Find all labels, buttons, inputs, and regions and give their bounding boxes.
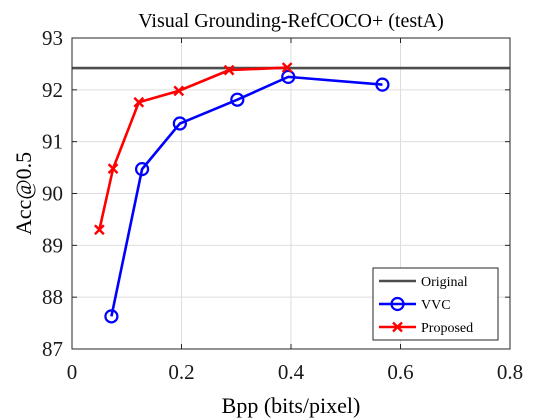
x-tick-label: 0.2 bbox=[168, 360, 194, 384]
series-proposed-point bbox=[173, 85, 185, 97]
series-vvc-point bbox=[230, 92, 245, 107]
y-tick-label: 87 bbox=[42, 337, 63, 361]
series-vvc-line bbox=[110, 75, 383, 317]
series-vvc-point bbox=[281, 69, 296, 84]
series-vvc-point bbox=[104, 309, 119, 324]
chart-title: Visual Grounding-RefCOCO+ (testA) bbox=[138, 10, 444, 32]
series-vvc-point bbox=[375, 77, 390, 92]
series-proposed-point-stroke bbox=[107, 163, 119, 174]
legend-proposed-marker bbox=[392, 321, 403, 333]
series-proposed-point bbox=[107, 163, 119, 174]
series-proposed-point bbox=[94, 224, 105, 236]
tick-labels: 0 0.2 0.4 0.6 0.8 87 88 89 90 91 92 93 bbox=[42, 26, 523, 384]
y-tick-label: 89 bbox=[42, 233, 63, 257]
series-proposed-point-stroke bbox=[133, 96, 145, 108]
series-proposed-point-stroke bbox=[281, 62, 293, 73]
y-tick-label: 91 bbox=[42, 130, 63, 154]
y-tick-label: 88 bbox=[42, 285, 63, 309]
x-tick-label: 0.8 bbox=[497, 360, 523, 384]
x-tick-label: 0.6 bbox=[387, 360, 413, 384]
series-proposed-point-stroke bbox=[173, 85, 185, 97]
legend-proposed-label: Proposed bbox=[421, 321, 473, 336]
y-tick-label: 92 bbox=[42, 78, 63, 102]
legend-original-label: Original bbox=[421, 275, 468, 290]
legend-proposed-marker-stroke bbox=[392, 321, 403, 333]
legend-vvc-marker bbox=[390, 296, 405, 312]
y-axis-label: Acc@0.5 bbox=[11, 152, 36, 235]
series-proposed-point-stroke bbox=[223, 64, 235, 76]
y-tick-label: 90 bbox=[42, 182, 63, 206]
series-proposed-line bbox=[98, 66, 288, 231]
series-proposed-point bbox=[281, 62, 293, 73]
axis-ticks bbox=[71, 37, 511, 350]
series-proposed-point-stroke bbox=[94, 224, 105, 236]
x-axis-label: Bpp (bits/pixel) bbox=[222, 393, 361, 418]
legend-vvc-label: VVC bbox=[421, 298, 451, 313]
series-proposed-point bbox=[133, 96, 145, 108]
series-proposed-point bbox=[223, 64, 235, 76]
series-layer bbox=[72, 62, 510, 324]
x-tick-label: 0 bbox=[67, 360, 78, 384]
series-vvc-point bbox=[134, 162, 150, 177]
x-tick-label: 0.4 bbox=[278, 360, 305, 384]
series-vvc-point bbox=[172, 116, 187, 131]
legend: Original VVC Proposed bbox=[372, 267, 499, 341]
y-tick-label: 93 bbox=[42, 26, 63, 50]
